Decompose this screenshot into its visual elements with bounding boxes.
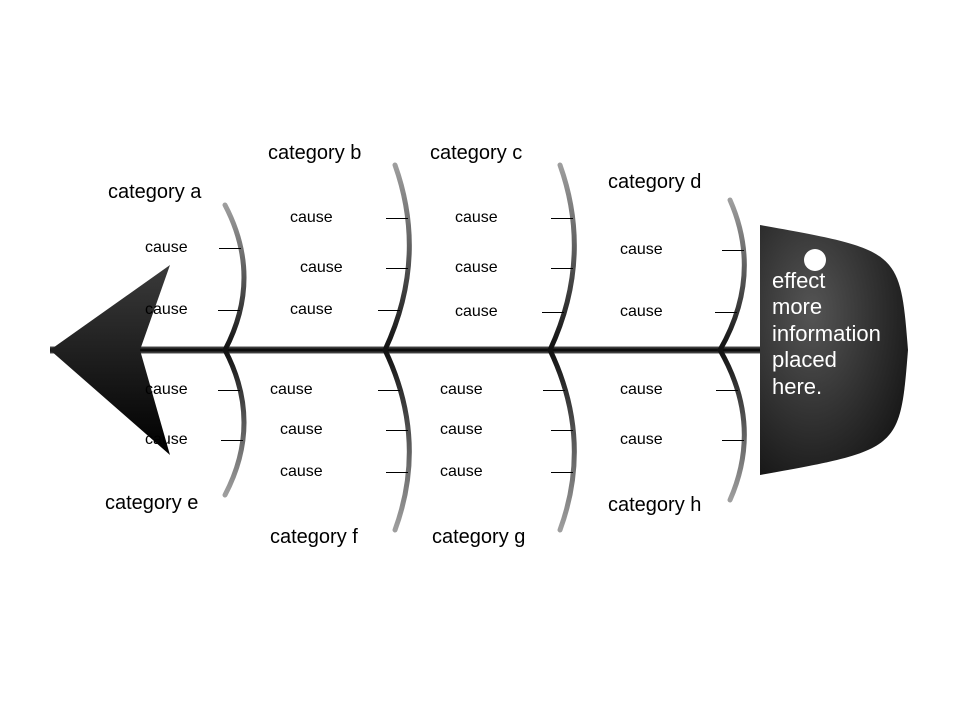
bone-a — [225, 205, 244, 350]
category-b-label: category b — [268, 142, 361, 165]
bone-e-cause-1: cause — [145, 431, 188, 449]
bone-g-tick-1 — [551, 430, 573, 431]
spine — [50, 347, 760, 354]
bone-c-tick-0 — [551, 218, 573, 219]
bone-b-tick-0 — [386, 218, 408, 219]
bone-d-tick-1 — [715, 312, 737, 313]
bone-h-cause-1: cause — [620, 431, 663, 449]
bone-f-cause-0: cause — [270, 381, 313, 399]
bone-a-cause-0: cause — [145, 239, 188, 257]
category-d-label: category d — [608, 171, 701, 194]
bone-g-tick-2 — [551, 472, 573, 473]
bone-e-cause-0: cause — [145, 381, 188, 399]
bone-g-cause-2: cause — [440, 463, 483, 481]
bone-h-tick-0 — [716, 390, 738, 391]
bone-c-tick-2 — [542, 312, 564, 313]
bone-f — [385, 350, 409, 530]
bone-a-tick-1 — [218, 310, 240, 311]
bone-a-cause-1: cause — [145, 301, 188, 319]
bone-b-cause-1: cause — [300, 259, 343, 277]
bone-f-cause-2: cause — [280, 463, 323, 481]
bone-f-tick-2 — [386, 472, 408, 473]
bone-h-cause-0: cause — [620, 381, 663, 399]
head-text: effect more information placed here. — [772, 268, 881, 400]
bone-a-tick-0 — [219, 248, 241, 249]
bone-c-cause-2: cause — [455, 303, 498, 321]
category-a-label: category a — [108, 181, 201, 204]
bone-f-cause-1: cause — [280, 421, 323, 439]
fish-tail — [50, 265, 170, 455]
category-e-label: category e — [105, 492, 198, 515]
bone-b-cause-2: cause — [290, 301, 333, 319]
bone-h — [720, 350, 744, 500]
bone-f-tick-1 — [386, 430, 408, 431]
bone-h-tick-1 — [722, 440, 744, 441]
bone-g — [550, 350, 574, 530]
bone-d-cause-0: cause — [620, 241, 663, 259]
bone-g-cause-1: cause — [440, 421, 483, 439]
bone-b — [385, 165, 409, 350]
bone-d — [720, 200, 744, 350]
bone-c-cause-0: cause — [455, 209, 498, 227]
bone-c-tick-1 — [551, 268, 573, 269]
bone-f-tick-0 — [378, 390, 400, 391]
category-h-label: category h — [608, 494, 701, 517]
category-c-label: category c — [430, 142, 522, 165]
bone-d-cause-1: cause — [620, 303, 663, 321]
bone-c-cause-1: cause — [455, 259, 498, 277]
bone-e-tick-0 — [218, 390, 240, 391]
category-f-label: category f — [270, 526, 358, 549]
bone-d-tick-0 — [722, 250, 744, 251]
bone-g-tick-0 — [543, 390, 565, 391]
bone-b-cause-0: cause — [290, 209, 333, 227]
bone-b-tick-1 — [386, 268, 408, 269]
bone-c — [550, 165, 574, 350]
bone-b-tick-2 — [378, 310, 400, 311]
category-g-label: category g — [432, 526, 525, 549]
bone-g-cause-0: cause — [440, 381, 483, 399]
bone-e-tick-1 — [221, 440, 243, 441]
bone-e — [225, 350, 244, 495]
